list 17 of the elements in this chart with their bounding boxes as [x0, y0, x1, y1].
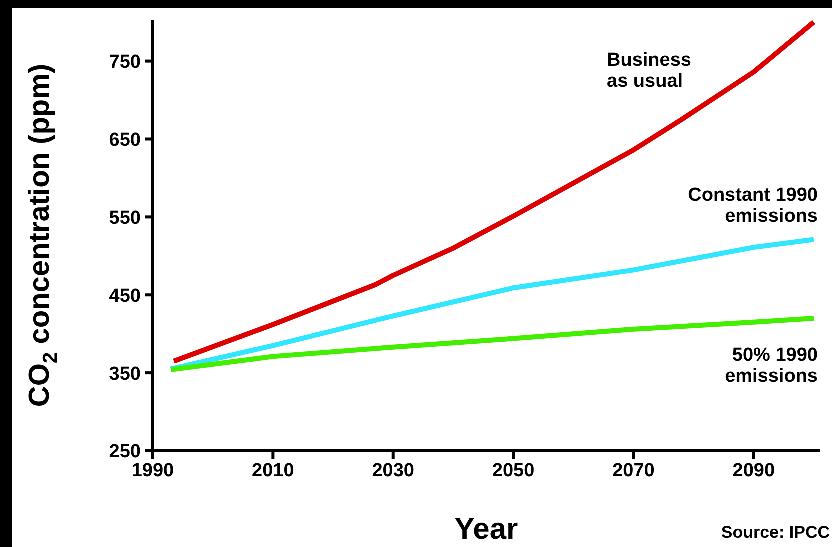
x-tick-label: 2050 — [492, 460, 535, 482]
y-tick-label: 550 — [109, 208, 141, 229]
x-tick-label: 2070 — [612, 460, 655, 482]
series-label: Business as usual — [607, 50, 692, 92]
series-label: 50% 1990 emissions — [725, 345, 818, 387]
x-tick-label: 2010 — [252, 460, 294, 482]
series-label: Constant 1990 emissions — [688, 185, 818, 227]
x-axis-title: Year — [454, 513, 519, 546]
y-tick-label: 250 — [109, 442, 141, 463]
x-tick-label: 2090 — [732, 460, 776, 482]
y-tick-label: 450 — [109, 286, 141, 307]
x-tick-label: 2030 — [372, 460, 414, 482]
y-tick-label: 750 — [109, 52, 141, 74]
y-tick-label: 650 — [109, 130, 141, 151]
source-note: Source: IPCC — [721, 523, 830, 543]
x-tick-label: 1990 — [132, 460, 174, 482]
y-tick-label: 350 — [109, 364, 141, 385]
